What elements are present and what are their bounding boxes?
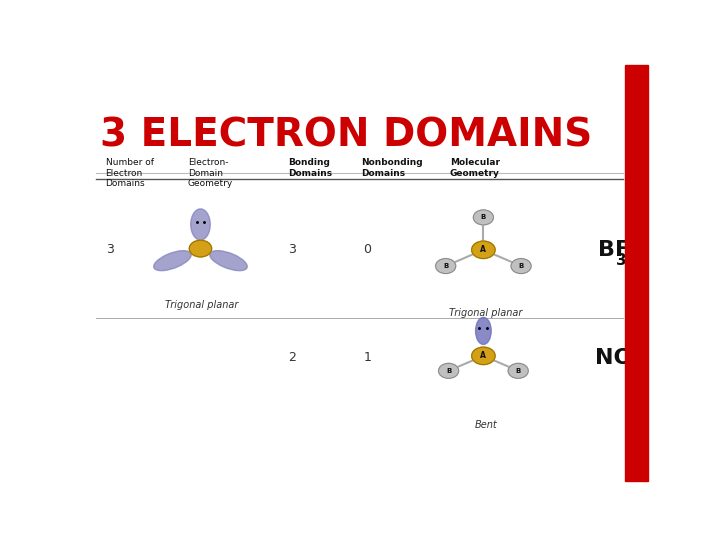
Text: Trigonal planar: Trigonal planar	[449, 308, 523, 318]
Text: A: A	[480, 245, 486, 254]
Text: 2: 2	[288, 352, 296, 365]
Circle shape	[436, 259, 456, 274]
Text: Bent: Bent	[474, 420, 498, 430]
Ellipse shape	[191, 209, 210, 240]
Circle shape	[473, 210, 493, 225]
Text: 1: 1	[364, 352, 372, 365]
Text: NOH: NOH	[595, 348, 651, 368]
Text: Trigonal planar: Trigonal planar	[165, 300, 238, 310]
Text: BF: BF	[598, 240, 630, 260]
Circle shape	[189, 240, 212, 257]
Ellipse shape	[476, 318, 491, 345]
Text: B: B	[443, 263, 449, 269]
Text: Electron-
Domain
Geometry: Electron- Domain Geometry	[188, 158, 233, 188]
Ellipse shape	[153, 251, 192, 271]
Text: Nonbonding
Domains: Nonbonding Domains	[361, 158, 422, 178]
Text: Number of
Electron
Domains: Number of Electron Domains	[106, 158, 153, 188]
Text: A: A	[480, 352, 486, 360]
Text: Molecular
Geometry: Molecular Geometry	[450, 158, 500, 178]
Text: 3: 3	[106, 244, 114, 256]
Circle shape	[472, 347, 495, 365]
Text: Bonding
Domains: Bonding Domains	[288, 158, 332, 178]
Text: B: B	[481, 214, 486, 220]
Bar	[624, 65, 648, 481]
Circle shape	[472, 241, 495, 259]
Circle shape	[511, 259, 531, 274]
Circle shape	[438, 363, 459, 379]
Text: 3: 3	[616, 253, 626, 268]
Text: 0: 0	[364, 244, 372, 256]
Ellipse shape	[210, 251, 247, 271]
Text: B: B	[446, 368, 451, 374]
Text: B: B	[518, 263, 523, 269]
Circle shape	[508, 363, 528, 379]
Text: 3: 3	[288, 244, 296, 256]
Text: 3 ELECTRON DOMAINS: 3 ELECTRON DOMAINS	[100, 117, 593, 155]
Text: B: B	[516, 368, 521, 374]
